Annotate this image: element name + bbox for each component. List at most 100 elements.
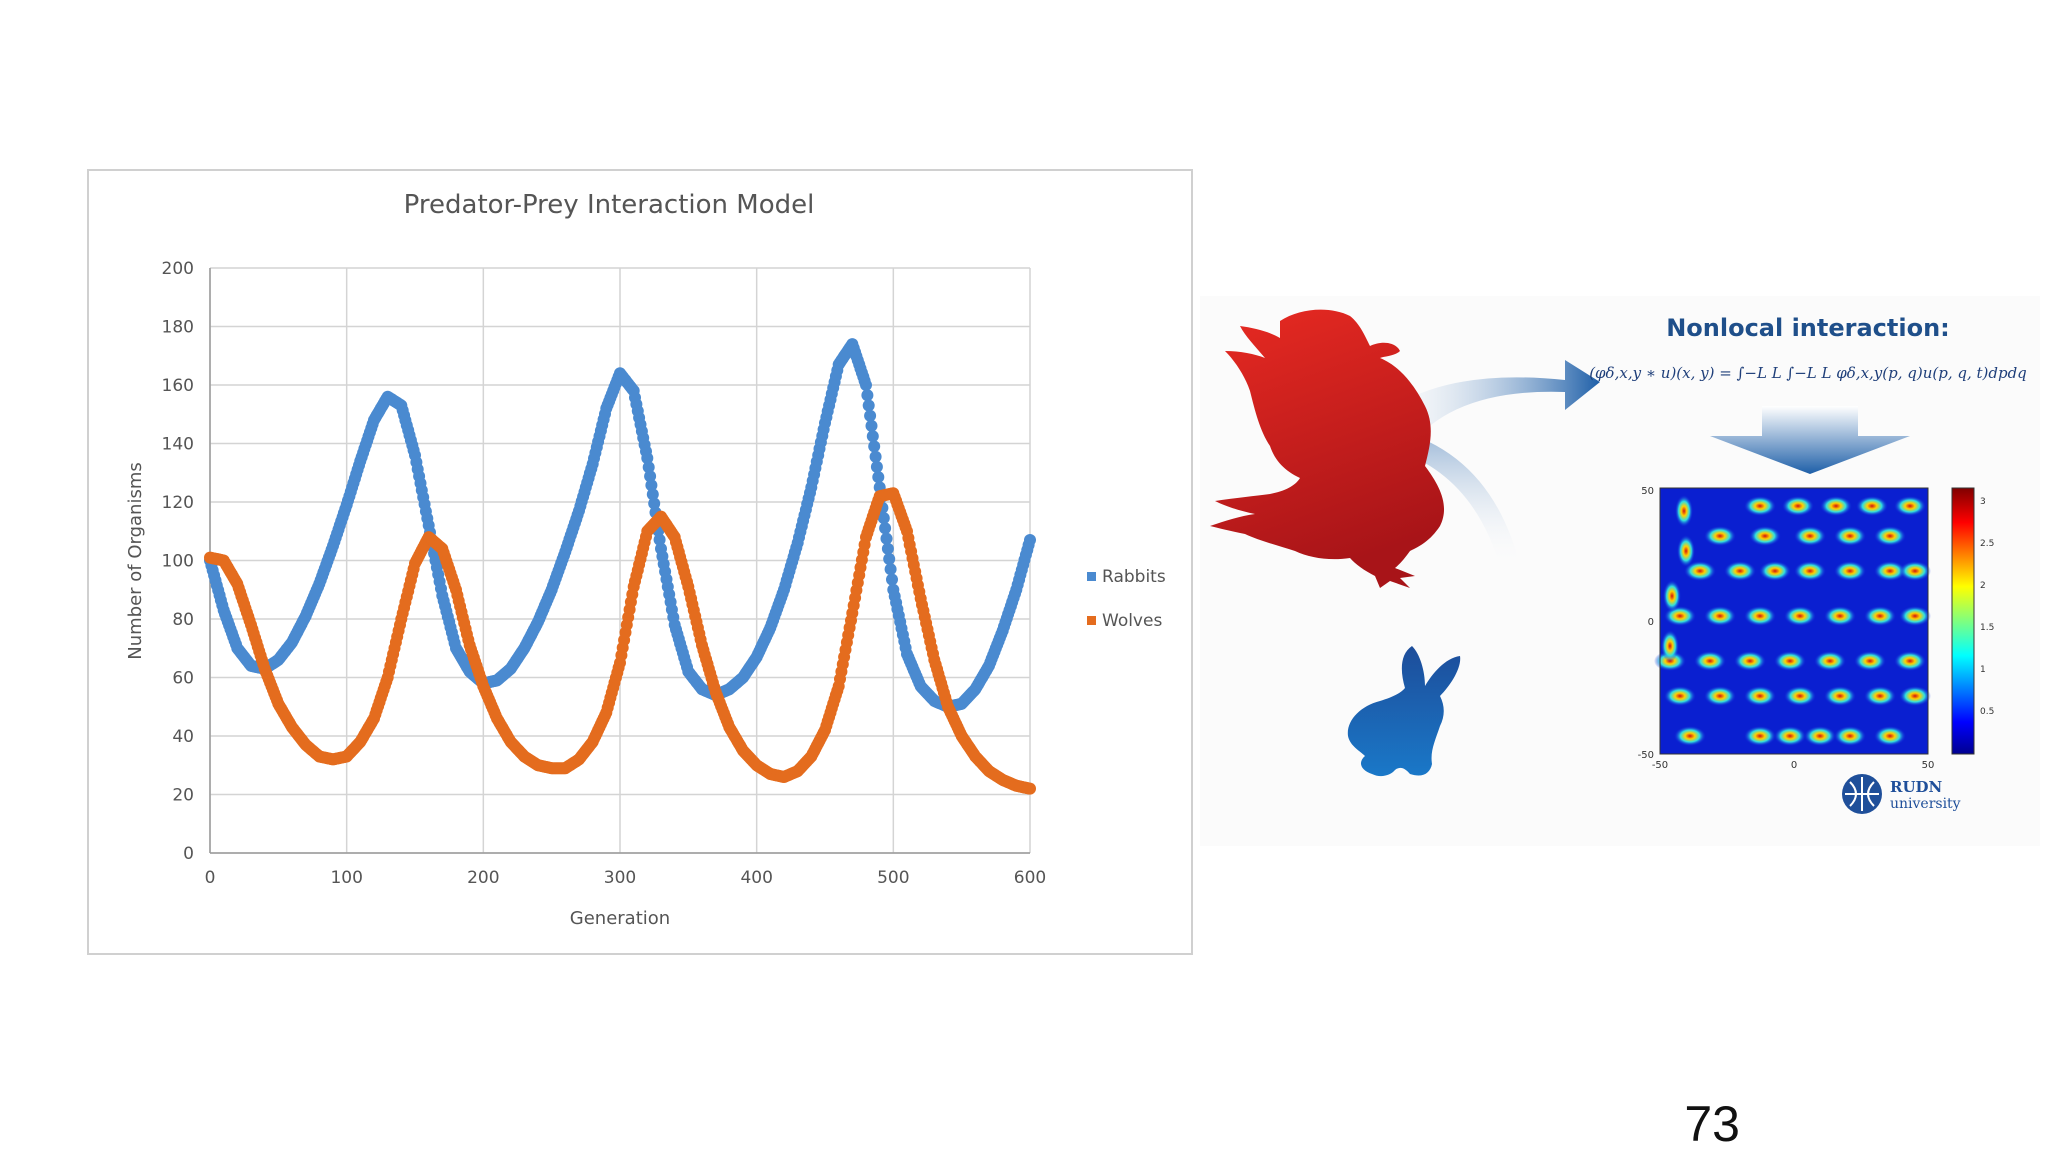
data-point — [648, 497, 661, 510]
data-point — [883, 553, 896, 565]
heatmap-spot — [1854, 651, 1886, 671]
legend-label-rabbits: Rabbits — [1102, 567, 1166, 587]
y-tick-label: 80 — [172, 610, 194, 630]
heatmap-spot — [1774, 726, 1806, 746]
y-tick-label: 140 — [162, 435, 194, 455]
chart-svg: Predator-Prey Interaction Model 0 20 40 60 8… — [125, 190, 1166, 929]
heatmap-spot — [1820, 496, 1852, 516]
heatmap-spot — [1784, 686, 1816, 706]
heatmap-spot — [1834, 561, 1866, 581]
colorbar-tick: 1 — [1980, 665, 1986, 675]
heatmap-spot — [1663, 580, 1681, 612]
heatmap-ytick: 50 — [1641, 486, 1654, 497]
y-tick-label: 20 — [172, 786, 194, 806]
heatmap: 50 0 -50 -50 0 50 — [1638, 486, 1935, 771]
heatmap-spot — [1874, 526, 1906, 546]
x-tick-label: 600 — [1014, 868, 1046, 888]
x-tick-label: 500 — [877, 868, 909, 888]
heatmap-spot — [1804, 726, 1836, 746]
colorbar-tick: 1.5 — [1980, 623, 1994, 633]
colorbar-tick: 3 — [1980, 497, 1986, 507]
data-point — [886, 573, 898, 586]
y-tick-label: 180 — [162, 318, 194, 338]
rabbit-icon — [1347, 646, 1461, 777]
heatmap-spot — [1749, 526, 1781, 546]
heatmap-spot — [1684, 561, 1716, 581]
data-point — [1024, 534, 1036, 547]
data-point — [641, 452, 654, 465]
data-point — [879, 522, 892, 535]
heatmap-spot — [1894, 496, 1926, 516]
colorbar-tick: 2.5 — [1980, 539, 1994, 549]
y-tick-label: 60 — [172, 669, 194, 689]
data-point — [653, 533, 666, 546]
y-tick-label: 100 — [162, 552, 194, 572]
down-arrow — [1710, 406, 1910, 474]
series-wolves — [204, 487, 1036, 795]
heatmap-spot — [1774, 651, 1806, 671]
heatmap-spot — [1834, 726, 1866, 746]
data-point — [872, 471, 885, 484]
rudn-logo-name: RUDN — [1890, 778, 1943, 796]
heatmap-spot — [1734, 651, 1766, 671]
heatmap-spot — [1664, 686, 1696, 706]
heatmap-spot — [1724, 561, 1756, 581]
heatmap-spot — [1744, 606, 1776, 626]
data-point — [870, 460, 883, 473]
heatmap-spot — [1899, 561, 1931, 581]
heatmap-spot — [1704, 526, 1736, 546]
heatmap-spot — [1704, 686, 1736, 706]
heatmap-spot — [1824, 686, 1856, 706]
heatmap-spot — [1677, 535, 1695, 567]
legend-swatch-wolves — [1087, 616, 1096, 625]
data-point — [861, 389, 874, 402]
illustration-heading: Nonlocal interaction: — [1666, 314, 1950, 342]
data-point — [862, 399, 875, 412]
rudn-logo: RUDN university — [1842, 774, 1961, 814]
data-point — [860, 379, 872, 391]
colorbar: 3 2.5 2 1.5 1 0.5 — [1951, 487, 1994, 755]
data-point — [642, 461, 655, 474]
heatmap-spot — [1759, 561, 1791, 581]
data-point — [1024, 782, 1036, 795]
rudn-globe-lines — [1845, 777, 1879, 811]
x-axis-label: Generation — [570, 908, 670, 929]
data-point — [868, 440, 881, 453]
heatmap-spot — [1782, 496, 1814, 516]
data-point — [866, 430, 879, 443]
heatmap-spot — [1864, 606, 1896, 626]
heatmap-blobs — [1654, 495, 1931, 746]
y-axis-label: Number of Organisms — [125, 462, 146, 660]
legend: Rabbits Wolves — [1087, 567, 1166, 631]
data-point — [864, 409, 877, 422]
heatmap-spot — [1675, 495, 1693, 527]
heatmap-spot — [1674, 726, 1706, 746]
slide-number: 73 — [1684, 1096, 1740, 1152]
x-tick-label: 300 — [604, 868, 636, 888]
heatmap-spot — [1834, 526, 1866, 546]
y-tick-label: 160 — [162, 376, 194, 396]
heatmap-spot — [1704, 606, 1736, 626]
heatmap-spot — [1874, 561, 1906, 581]
heatmap-border — [1659, 487, 1929, 755]
series-rabbits — [204, 338, 1036, 713]
x-tick-labels: 0 100 200 300 400 500 600 — [205, 868, 1047, 888]
x-tick-label: 100 — [330, 868, 362, 888]
heatmap-xtick: -50 — [1652, 760, 1668, 771]
x-tick-label: 200 — [467, 868, 499, 888]
heatmap-spot — [1899, 606, 1931, 626]
colorbar-tick: 0.5 — [1980, 707, 1994, 717]
heatmap-spot — [1856, 496, 1888, 516]
x-tick-label: 400 — [740, 868, 772, 888]
heatmap-spot — [1784, 606, 1816, 626]
heatmap-spot — [1794, 561, 1826, 581]
y-tick-label: 0 — [183, 844, 194, 864]
chart-title: Predator-Prey Interaction Model — [404, 190, 815, 220]
eagle-icon — [1210, 309, 1445, 588]
heatmap-spot — [1874, 726, 1906, 746]
heatmap-spot — [1744, 496, 1776, 516]
colorbar-tick: 2 — [1980, 581, 1986, 591]
y-tick-label: 120 — [162, 493, 194, 513]
data-point — [646, 488, 659, 501]
heatmap-spot — [1814, 651, 1846, 671]
